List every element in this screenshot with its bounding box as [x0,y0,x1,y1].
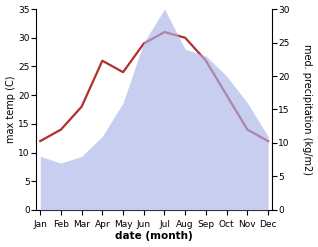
Y-axis label: med. precipitation (kg/m2): med. precipitation (kg/m2) [302,44,313,175]
Y-axis label: max temp (C): max temp (C) [5,76,16,143]
X-axis label: date (month): date (month) [115,231,193,242]
